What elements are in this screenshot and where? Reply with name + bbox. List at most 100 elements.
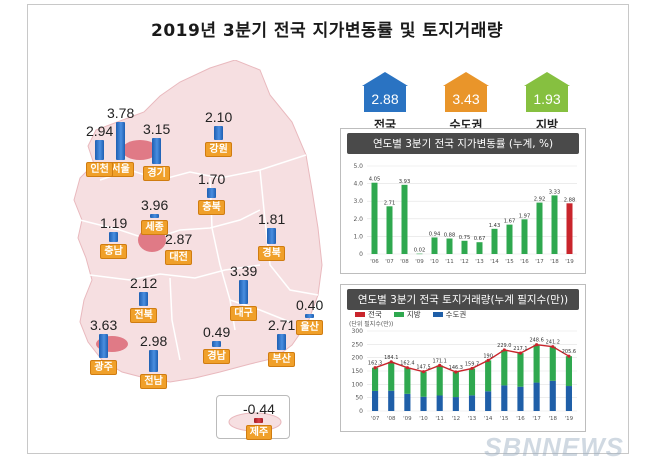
region-label: 인천 <box>86 162 113 177</box>
data-label: 0.94 <box>429 231 441 237</box>
bar-local <box>404 367 411 394</box>
data-label: 2.71 <box>384 200 396 206</box>
region-bar <box>277 334 287 350</box>
x-tick-label: '13 <box>468 416 477 422</box>
region-bar <box>116 122 126 160</box>
house-icon: 2.88 <box>362 72 408 114</box>
x-tick-label: '17 <box>535 259 544 265</box>
region-gyeonggi: 3.15 경기 <box>143 122 170 181</box>
y-tick-label: 100 <box>352 381 364 388</box>
bar-local <box>452 371 459 398</box>
bar-capital <box>468 395 476 411</box>
page-title: 2019년 3분기 전국 지가변동률 및 토지거래량 <box>151 21 503 41</box>
region-value: -0.44 <box>243 401 275 417</box>
bar <box>386 206 393 254</box>
region-seoul: 3.78 서울 <box>107 106 134 177</box>
region-gwangju: 3.63 광주 <box>90 318 117 375</box>
house-icon: 3.43 <box>443 72 489 114</box>
x-tick-label: '11 <box>435 416 444 422</box>
bar-capital <box>517 386 524 411</box>
region-sejong: 3.96 세종 <box>141 198 168 235</box>
data-label: 0.75 <box>459 235 471 241</box>
summary-local: 1.93 지방 <box>524 72 570 133</box>
region-label: 경기 <box>143 166 170 181</box>
bar-local <box>549 346 556 381</box>
data-label: 205.6 <box>562 349 576 355</box>
y-tick-label: 1.0 <box>353 233 363 240</box>
bar-capital <box>420 396 427 411</box>
region-label: 충남 <box>100 244 127 259</box>
total-point <box>373 366 377 370</box>
x-tick-label: '16 <box>520 259 529 265</box>
bar-capital <box>436 395 443 411</box>
region-value: 2.71 <box>268 317 296 333</box>
region-bar <box>207 188 217 198</box>
bar <box>401 184 408 254</box>
total-point <box>535 343 539 347</box>
bar <box>506 224 513 254</box>
bar-capital <box>501 385 508 411</box>
x-tick-label: '10 <box>430 259 439 265</box>
region-daejeon: 2.87 대전 <box>165 232 192 265</box>
region-bar <box>139 292 149 306</box>
bar <box>431 237 438 254</box>
x-tick-label: '11 <box>445 259 454 265</box>
legend-item: 지방 <box>393 309 421 320</box>
land-price-chart: 5.0 4.0 3.0 2.0 1.0 0 4.05 '06 2.71 '07 3.93 '08 0.0… <box>353 163 577 265</box>
total-point <box>518 351 523 355</box>
bar <box>416 253 423 255</box>
x-tick-label: '13 <box>475 259 484 265</box>
land-transaction-chart: 300 250 200 150 100 50 0 '07 '08 '09 '10 '11 '12 '13 '… <box>352 328 577 422</box>
x-tick-label: '19 <box>565 416 574 422</box>
bar-local <box>436 365 443 396</box>
total-point <box>551 345 555 349</box>
data-label: 0.88 <box>444 233 456 239</box>
x-tick-label: '09 <box>403 416 412 422</box>
y-tick-label: 0 <box>359 408 363 415</box>
y-tick-label: 200 <box>352 355 364 362</box>
data-label: 2.88 <box>564 197 576 203</box>
region-label: 전남 <box>140 374 167 389</box>
region-bar <box>150 214 160 218</box>
x-tick-label: '15 <box>500 416 509 422</box>
korea-map <box>73 60 323 383</box>
region-bar <box>95 140 105 160</box>
region-value: 3.63 <box>90 317 118 333</box>
legend-item: 전국 <box>355 309 382 320</box>
legend-label: 수도권 <box>445 310 467 319</box>
bar <box>476 242 483 254</box>
region-bar <box>149 350 159 372</box>
x-tick-label: '12 <box>460 259 469 265</box>
bar <box>491 228 498 254</box>
total-point <box>389 360 393 364</box>
region-label: 제주 <box>245 425 273 440</box>
region-label: 세종 <box>141 220 168 235</box>
x-tick-label: '18 <box>549 416 558 422</box>
total-point <box>421 370 426 374</box>
x-tick-label: '19 <box>565 259 574 265</box>
x-tick-label: '14 <box>484 416 493 422</box>
region-chungbuk: 1.70 충북 <box>198 172 225 215</box>
x-tick-label: '14 <box>490 259 499 265</box>
region-value: 1.81 <box>258 211 286 227</box>
x-tick-label: '09 <box>415 259 424 265</box>
data-label: 159.7 <box>465 361 479 367</box>
legend-label: 지방 <box>406 310 421 319</box>
region-daegu: 3.39 대구 <box>230 264 257 321</box>
watermark-logo: SBNNEWS <box>484 432 624 462</box>
legend-item: 수도권 <box>432 309 467 320</box>
bar-local <box>420 371 427 397</box>
house-icon: 1.93 <box>524 72 570 114</box>
bar-local <box>388 361 395 391</box>
x-tick-label: '07 <box>385 259 394 265</box>
region-label: 경북 <box>258 246 285 261</box>
region-value: 3.78 <box>107 105 135 121</box>
region-bar <box>239 280 249 304</box>
bar-local <box>565 356 572 387</box>
bar <box>461 240 468 254</box>
data-label: 2.92 <box>534 197 546 203</box>
region-gangwon: 2.10 강원 <box>205 110 232 157</box>
region-chungnam: 1.19 충남 <box>100 216 127 259</box>
region-value: 1.70 <box>198 171 226 187</box>
bar-capital <box>565 386 572 411</box>
